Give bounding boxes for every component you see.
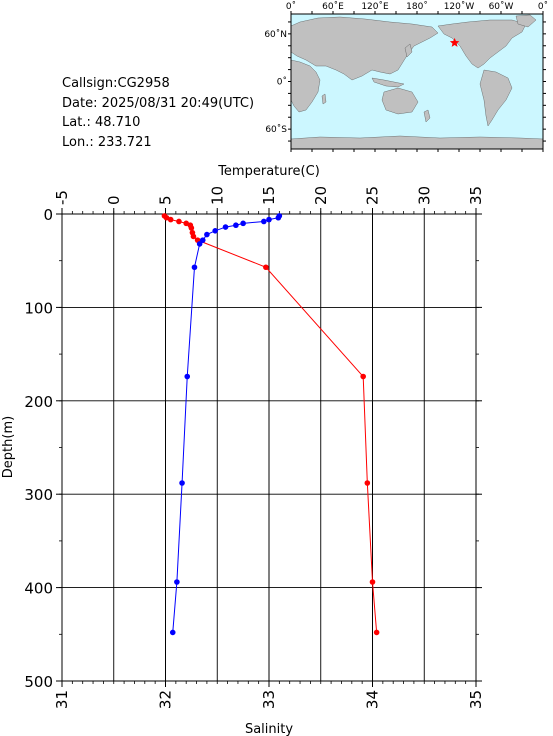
salinity-point (240, 220, 246, 227)
greenland-landmass (515, 14, 537, 28)
map-lat-label: 60˚N (264, 29, 287, 40)
map-lon-label: 0˚ (538, 1, 548, 12)
temperature-tick-label: 0 (105, 195, 123, 205)
eurasia-landmass (290, 16, 439, 81)
map-lon-label: 60˚E (322, 1, 344, 12)
new-zealand-landmass (423, 109, 431, 123)
indonesia-landmass (371, 77, 405, 88)
temperature-point (263, 264, 269, 271)
star-icon (449, 37, 460, 47)
map-latitude-labels: 60˚N 0˚ 60˚S (264, 29, 287, 135)
salinity-tick-label: 35 (467, 690, 485, 709)
temperature-tick-label: 15 (260, 186, 278, 205)
temperature-tick-label: 10 (208, 186, 226, 205)
temperature-tick-label: -5 (53, 190, 71, 205)
salinity-point (212, 228, 218, 234)
depth-tick-label: 500 (24, 673, 53, 691)
salinity-point (199, 237, 206, 243)
depth-tick-label: 100 (24, 299, 53, 317)
salinity-point (222, 224, 229, 230)
map-longitude-labels: 0˚ 60˚E 120˚E 180˚ 120˚W 60˚W 0˚ (286, 1, 548, 12)
salinity-tick-label: 32 (157, 690, 175, 709)
salinity-tick-label: 33 (260, 690, 278, 709)
map-lon-label: 120˚E (361, 1, 389, 12)
station-info: Callsign:CG2958 Date: 2025/08/31 20:49(U… (62, 76, 254, 150)
depth-tick-label: 400 (24, 580, 53, 598)
map-lon-label: 0˚ (286, 1, 296, 12)
australia-landmass (381, 87, 419, 115)
salinity-point (233, 222, 239, 229)
antarctica-landmass (290, 135, 544, 150)
salinity-point (266, 216, 272, 223)
temperature-point (167, 216, 174, 223)
temperature-point (364, 480, 371, 486)
salinity-point (174, 579, 180, 585)
temperature-point (360, 373, 366, 380)
map-land (290, 14, 544, 150)
salinity-axis-title: Salinity (245, 722, 293, 736)
map-lat-label: 60˚S (265, 124, 287, 135)
madagascar-landmass (321, 93, 327, 105)
salinity-point (179, 480, 185, 486)
depth-tick-label: 200 (24, 393, 53, 411)
salinity-point (191, 264, 198, 271)
map-lon-label: 60˚W (489, 1, 514, 12)
salinity-point (184, 373, 191, 380)
temperature-point (176, 218, 182, 225)
temperature-tick-label: 30 (415, 186, 433, 205)
temperature-tick-label: 20 (312, 186, 330, 205)
temperature-tick-labels: -5 0 5 10 15 20 25 30 35 (53, 186, 485, 205)
salinity-point (261, 218, 267, 225)
date-text: Date: 2025/08/31 20:49(UTC) (62, 96, 254, 111)
profile-chart: -5 0 5 10 15 20 25 30 35 31 32 33 34 35 010020030040… (1, 164, 485, 736)
depth-tick-label: 300 (24, 486, 53, 504)
salinity-point (275, 214, 282, 221)
depth-axis-title: Depth(m) (1, 416, 16, 478)
data-series (161, 213, 380, 636)
world-map: 0˚ 60˚E 120˚E 180˚ 120˚W 60˚W 0˚ 60˚N 0˚ 60˚S (264, 1, 548, 152)
callsign-text: Callsign:CG2958 (62, 76, 170, 91)
longitude-text: Lon.: 233.721 (62, 135, 152, 150)
temperature-tick-label: 5 (157, 195, 175, 205)
south-america-landmass (479, 69, 513, 127)
salinity-point (196, 241, 203, 247)
temperature-tick-label: 35 (467, 186, 485, 205)
japan-landmass (404, 43, 413, 58)
temperature-point (188, 225, 195, 231)
map-lat-label: 0˚ (277, 77, 287, 88)
depth-tick-label: 0 (43, 206, 53, 224)
temperature-axis-title: Temperature(C) (217, 164, 320, 179)
temperature-point (190, 233, 197, 240)
salinity-point (204, 231, 210, 238)
temperature-tick-label: 25 (364, 186, 382, 205)
map-lon-label: 120˚W (444, 1, 475, 12)
salinity-tick-label: 31 (53, 690, 71, 709)
map-lon-label: 180˚ (406, 1, 428, 12)
north-america-landmass (437, 19, 527, 69)
axis-ticks (56, 208, 482, 687)
temperature-point (369, 579, 376, 585)
map-frame-ticks (288, 11, 546, 152)
salinity-point (169, 629, 176, 636)
africa-landmass (290, 59, 321, 113)
salinity-tick-labels: 31 32 33 34 35 (53, 690, 485, 709)
temperature-point (373, 629, 380, 636)
salinity-tick-label: 34 (364, 690, 382, 709)
latitude-text: Lat.: 48.710 (62, 115, 140, 130)
depth-tick-labels: 0 100 200 300 400 500 (24, 206, 53, 691)
